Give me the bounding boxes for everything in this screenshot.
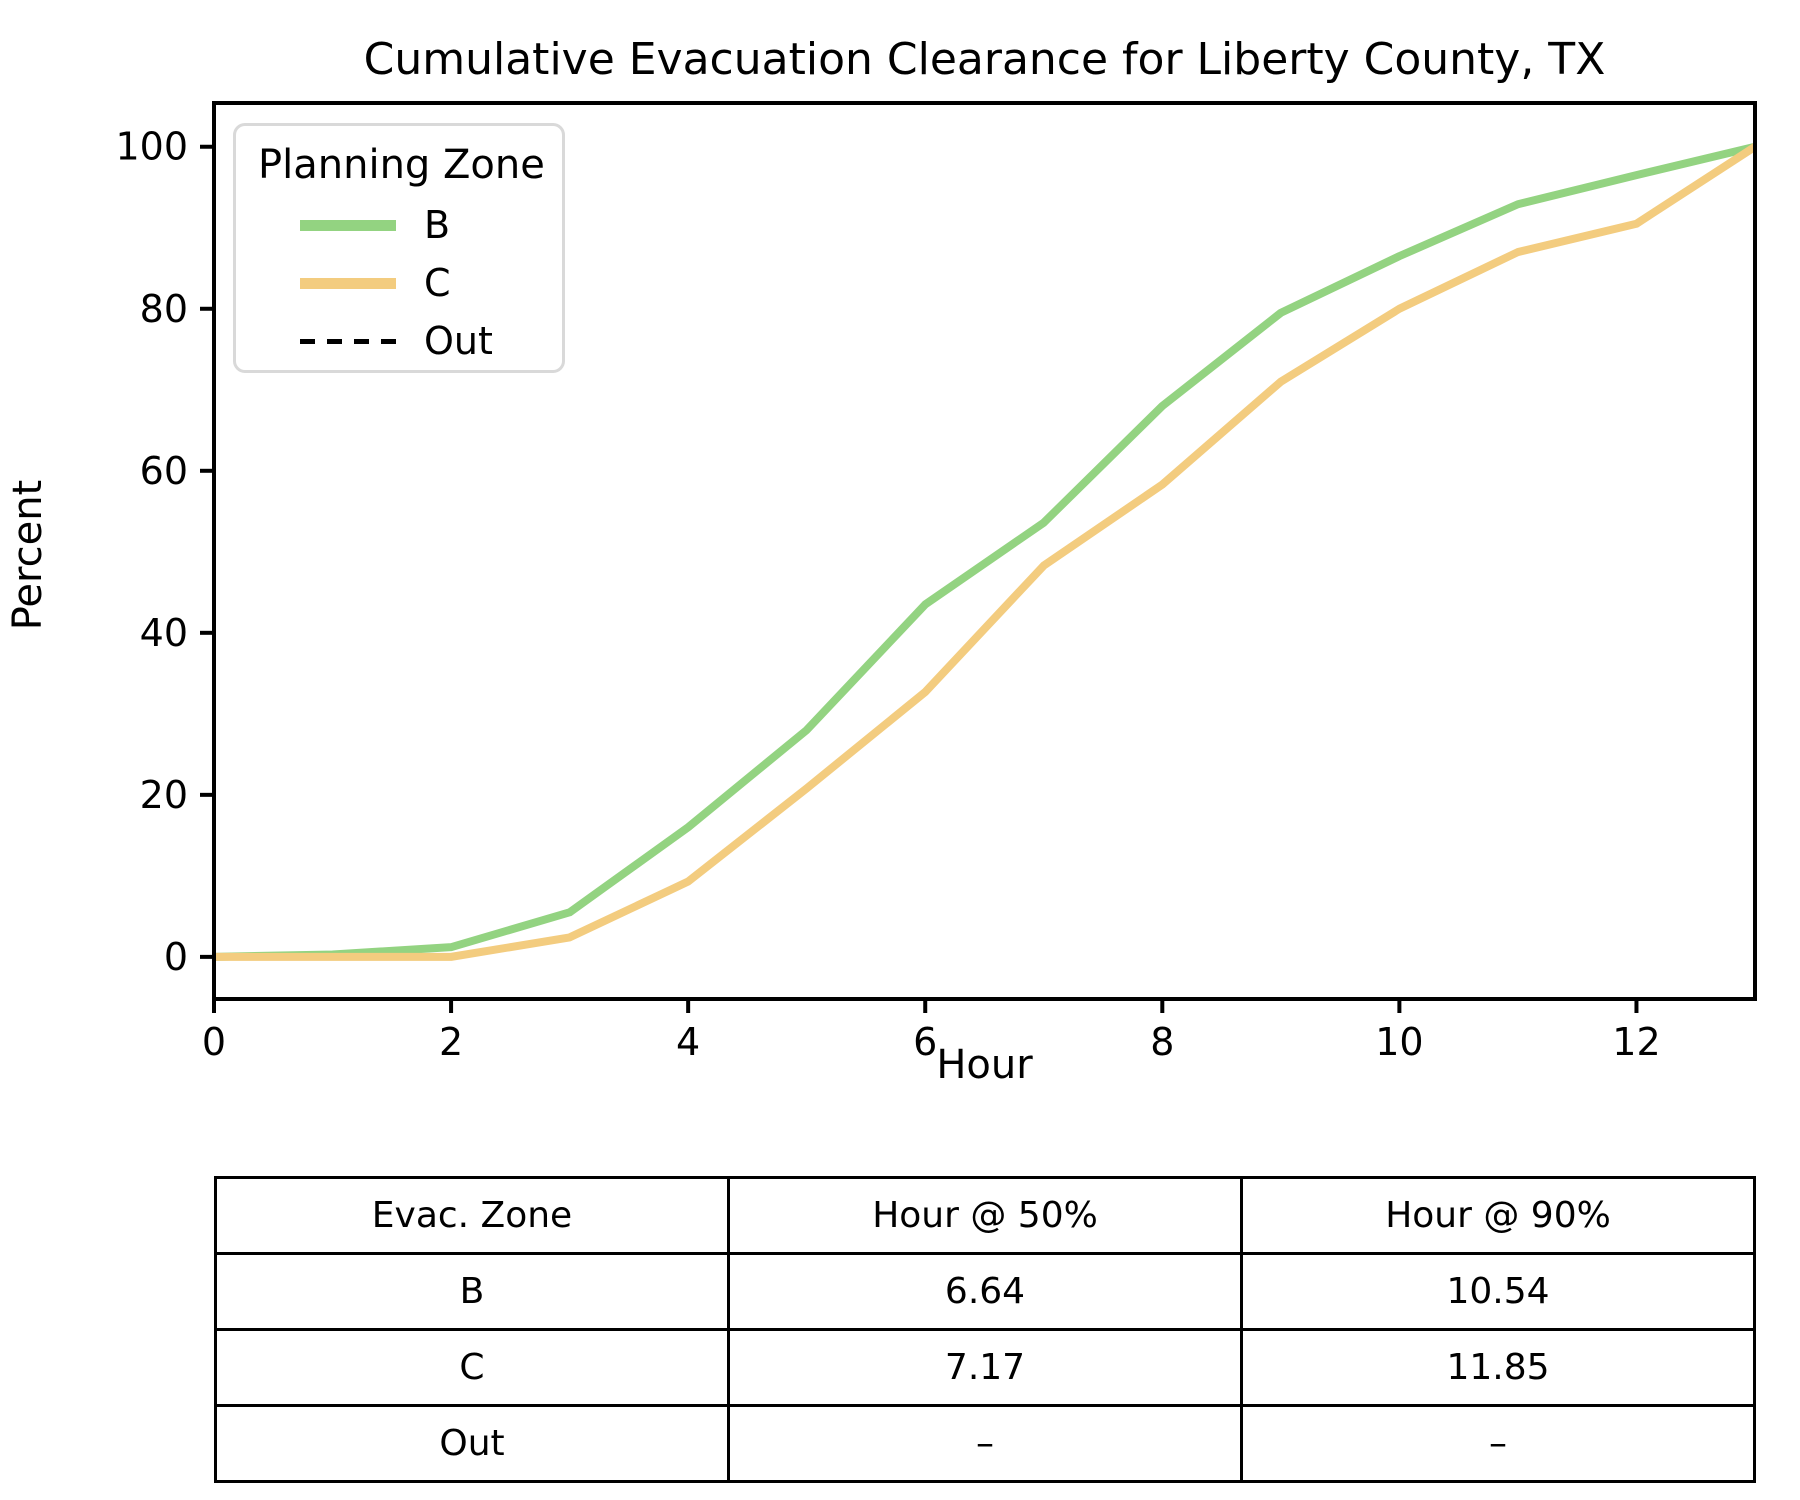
legend-title: Planning Zone (258, 142, 545, 188)
legend-swatch-out (300, 338, 396, 344)
table-cell: 6.64 (727, 1252, 1243, 1331)
line-chart-plot: 0 2 4 6 8 10 12 0 20 40 60 80 100 (115, 101, 1758, 1064)
y-tick-label: 20 (140, 773, 188, 817)
table-header-cell: Hour @ 50% (727, 1176, 1243, 1255)
axis-ticks: 0 2 4 6 8 10 12 0 20 40 60 80 100 (115, 125, 1660, 1064)
legend-entry-c: C (258, 254, 562, 312)
summary-table-head: Evac. Zone Hour @ 50% Hour @ 90% (214, 1176, 1756, 1255)
y-tick-label: 100 (115, 125, 188, 169)
summary-table-body: B 6.64 10.54 C 7.17 11.85 Out – – (214, 1252, 1756, 1483)
table-row: Out – – (214, 1404, 1756, 1483)
chart-title: Cumulative Evacuation Clearance for Libe… (363, 34, 1606, 85)
y-tick-label: 40 (140, 611, 188, 655)
table-header-cell: Hour @ 90% (1240, 1176, 1756, 1255)
legend-entries: B C Out (258, 196, 562, 370)
clearance-summary-table: Evac. Zone Hour @ 50% Hour @ 90% B 6.64 10.5… (214, 1176, 1756, 1483)
legend: Planning Zone B C Out (233, 123, 565, 373)
table-cell: Out (214, 1404, 730, 1483)
legend-swatch-c (300, 277, 396, 289)
table-cell: 7.17 (727, 1328, 1243, 1407)
y-tick-label: 80 (140, 287, 188, 331)
x-tick-label: 0 (202, 1020, 226, 1064)
table-cell: 11.85 (1240, 1328, 1756, 1407)
table-header-row: Evac. Zone Hour @ 50% Hour @ 90% (214, 1176, 1756, 1255)
x-tick-label: 4 (676, 1020, 700, 1064)
x-tick-label: 12 (1612, 1020, 1660, 1064)
legend-entry-label: B (424, 203, 451, 247)
series-lines (213, 142, 1758, 961)
x-tick-label: 6 (913, 1020, 937, 1064)
y-tick-label: 60 (140, 449, 188, 493)
table-row: C 7.17 11.85 (214, 1328, 1756, 1407)
table-cell: – (1240, 1404, 1756, 1483)
table-cell: 10.54 (1240, 1252, 1756, 1331)
table-cell: – (727, 1404, 1243, 1483)
table-header-cell: Evac. Zone (214, 1176, 730, 1255)
legend-entry-out: Out (258, 312, 562, 370)
y-tick-label: 0 (164, 935, 188, 979)
series-line-b (213, 142, 1756, 961)
table-cell: B (214, 1252, 730, 1331)
x-tick-label: 2 (439, 1020, 463, 1064)
x-tick-label: 10 (1375, 1020, 1423, 1064)
table-row: B 6.64 10.54 (214, 1252, 1756, 1331)
x-tick-label: 8 (1150, 1020, 1174, 1064)
plot-border (212, 101, 1757, 1001)
legend-entry-label: Out (424, 319, 493, 363)
legend-swatch-b (300, 219, 396, 231)
series-line-c (214, 143, 1758, 961)
x-axis-label: Hour (936, 1042, 1033, 1088)
legend-entry-b: B (258, 196, 562, 254)
legend-entry-label: C (424, 261, 451, 305)
table-cell: C (214, 1328, 730, 1407)
